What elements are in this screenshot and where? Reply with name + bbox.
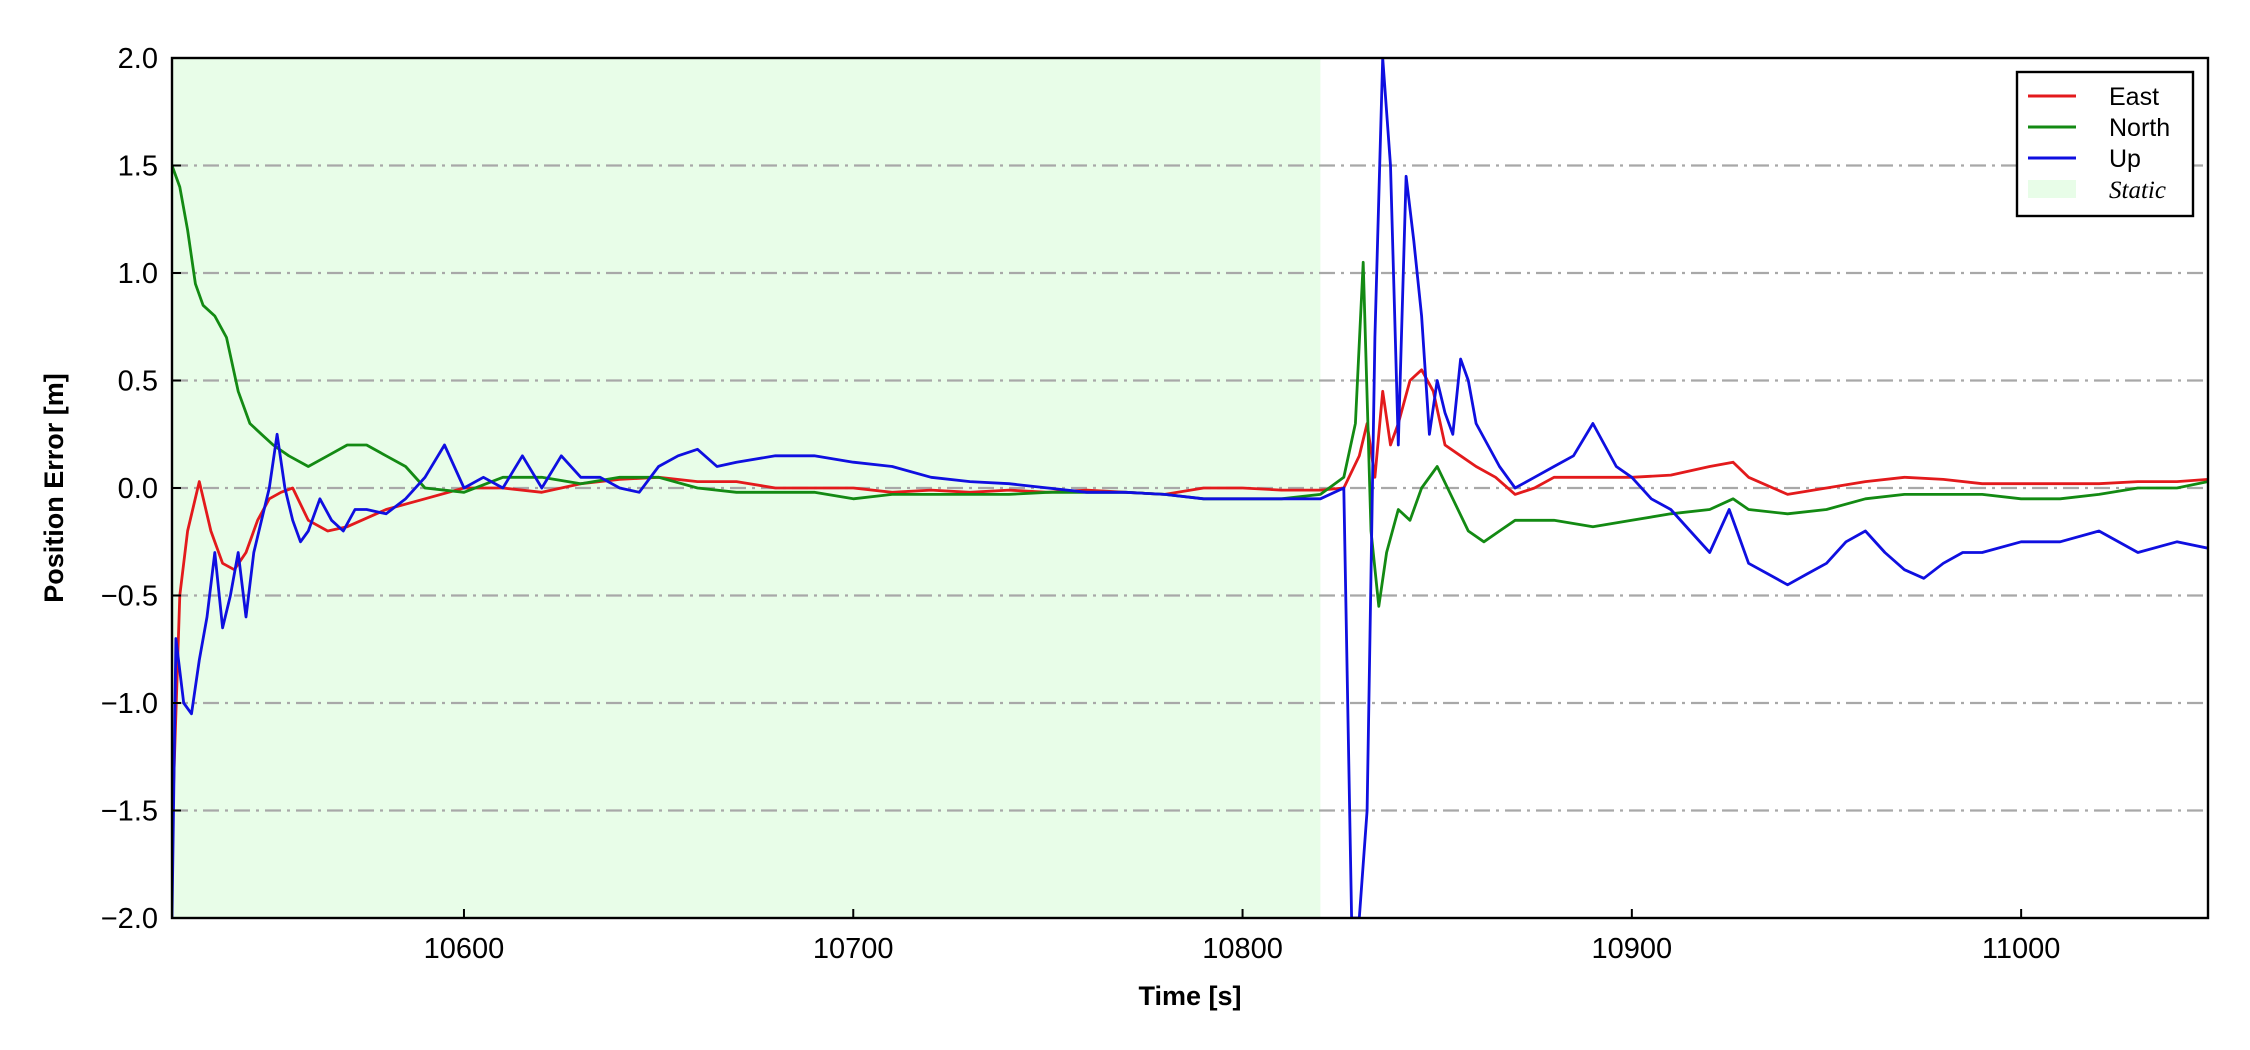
legend-label-north: North	[2109, 114, 2170, 142]
legend-label-east: East	[2109, 83, 2159, 111]
y-tick-label: 1.5	[118, 151, 158, 183]
y-axis-title: Position Error [m]	[39, 373, 69, 603]
y-tick-label: −0.5	[101, 581, 158, 613]
x-tick-label: 10900	[1592, 933, 1673, 965]
x-tick-label: 10700	[813, 933, 894, 965]
y-tick-label: −2.0	[101, 903, 158, 935]
y-tick-label: 2.0	[118, 43, 158, 75]
legend-swatch-static	[2028, 180, 2076, 198]
series-group	[172, 58, 2208, 918]
legend-label-up: Up	[2109, 145, 2141, 173]
y-tick-label: −1.0	[101, 688, 158, 720]
x-tick-label: 10600	[424, 933, 505, 965]
x-axis-title: Time [s]	[1138, 981, 1241, 1011]
series-line-up	[172, 58, 2208, 918]
y-tick-label: 0.5	[118, 366, 158, 398]
y-tick-label: 1.0	[118, 258, 158, 290]
y-tick-label: −1.5	[101, 796, 158, 828]
series-line-east	[172, 368, 2208, 833]
y-tick-label: 0.0	[118, 473, 158, 505]
legend-label-static: Static	[2109, 177, 2166, 204]
x-tick-label: 11000	[1982, 933, 2061, 965]
x-tick-label: 10800	[1202, 933, 1283, 965]
